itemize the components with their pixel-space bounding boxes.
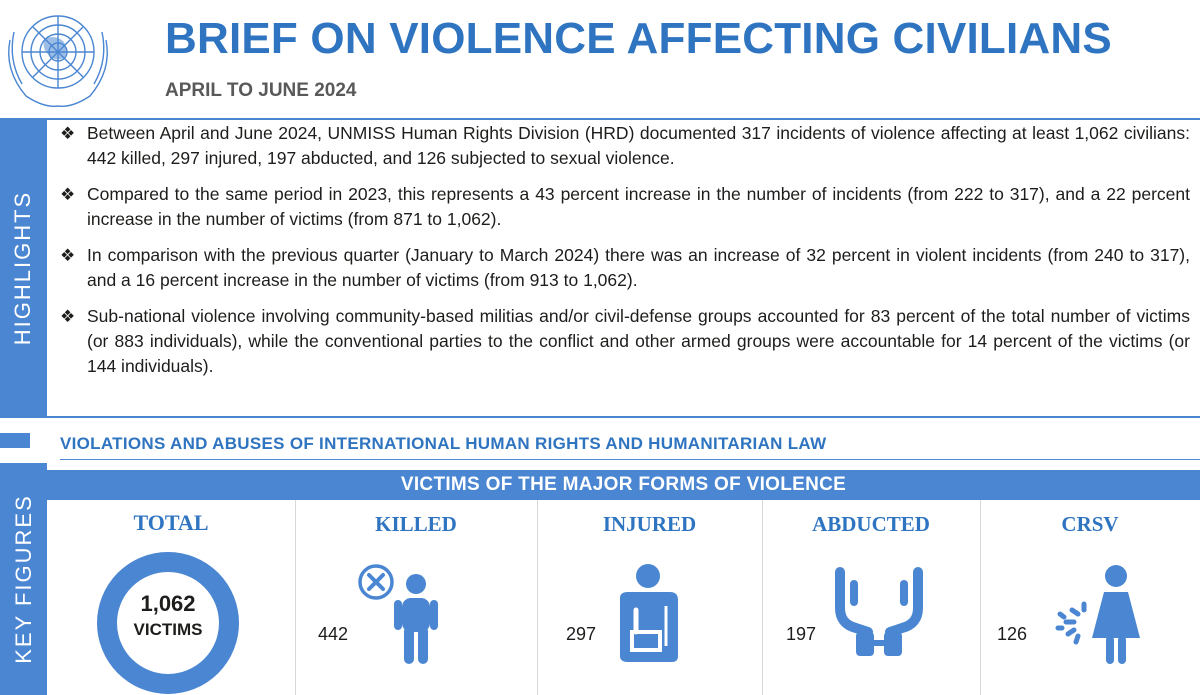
abducted-column: ABDUCTED bbox=[762, 500, 980, 695]
bullet-diamond-icon: ❖ bbox=[60, 246, 76, 265]
bullet-diamond-icon: ❖ bbox=[60, 185, 76, 204]
total-label: TOTAL bbox=[133, 510, 209, 535]
highlight-item: ❖ Sub-national violence involving commun… bbox=[60, 304, 1190, 379]
crsv-label: CRSV bbox=[1061, 512, 1119, 536]
highlight-text: In comparison with the previous quarter … bbox=[87, 245, 1190, 290]
killed-column: KILLED bbox=[295, 500, 537, 695]
total-column: TOTAL bbox=[47, 500, 295, 695]
key-figures-label: KEY FIGURES bbox=[10, 494, 36, 664]
page-title: BRIEF ON VIOLENCE AFFECTING CIVILIANS bbox=[165, 14, 1112, 63]
injured-column: INJURED bbox=[537, 500, 762, 695]
injured-person-icon bbox=[620, 564, 678, 662]
column-divider bbox=[295, 500, 296, 695]
crsv-value: 126 bbox=[997, 624, 1028, 644]
injured-value: 297 bbox=[566, 624, 597, 644]
abducted-value: 197 bbox=[786, 624, 817, 644]
killed-value: 442 bbox=[318, 624, 349, 644]
bullet-diamond-icon: ❖ bbox=[60, 307, 76, 326]
killed-person-icon bbox=[358, 564, 438, 664]
key-figures-label-wrap: KEY FIGURES bbox=[0, 463, 47, 695]
total-unit: VICTIMS bbox=[133, 620, 203, 639]
total-ring bbox=[97, 552, 239, 694]
highlight-text: Compared to the same period in 2023, thi… bbox=[87, 184, 1190, 229]
handcuffed-hands-icon bbox=[835, 567, 923, 656]
page-subtitle: APRIL TO JUNE 2024 bbox=[165, 80, 357, 101]
highlights-label: HIGHLIGHTS bbox=[10, 190, 36, 346]
highlights-list: ❖ Between April and June 2024, UNMISS Hu… bbox=[60, 121, 1190, 390]
highlights-label-wrap: HIGHLIGHTS bbox=[0, 118, 47, 418]
bullet-diamond-icon: ❖ bbox=[60, 124, 76, 143]
key-figures-band bbox=[0, 463, 47, 695]
highlight-item: ❖ In comparison with the previous quarte… bbox=[60, 243, 1190, 293]
highlight-item: ❖ Between April and June 2024, UNMISS Hu… bbox=[60, 121, 1190, 171]
crsv-column: CRSV bbox=[980, 500, 1200, 695]
highlights-band bbox=[0, 118, 47, 418]
section-divider bbox=[60, 459, 1200, 460]
abducted-label: ABDUCTED bbox=[812, 512, 930, 536]
un-emblem-icon bbox=[8, 15, 108, 107]
sexual-violence-icon bbox=[1055, 565, 1140, 664]
highlight-item: ❖ Compared to the same period in 2023, t… bbox=[60, 182, 1190, 232]
violations-title: VIOLATIONS AND ABUSES OF INTERNATIONAL H… bbox=[60, 434, 827, 453]
column-divider bbox=[537, 500, 538, 695]
highlight-text: Sub-national violence involving communit… bbox=[87, 306, 1190, 376]
total-value: 1,062 bbox=[140, 591, 196, 616]
section-marker bbox=[0, 433, 30, 448]
highlight-text: Between April and June 2024, UNMISS Huma… bbox=[87, 123, 1190, 168]
column-divider bbox=[762, 500, 763, 695]
killed-label: KILLED bbox=[375, 512, 457, 536]
injured-label: INJURED bbox=[602, 512, 697, 536]
column-divider bbox=[980, 500, 981, 695]
victims-header: VICTIMS OF THE MAJOR FORMS OF VIOLENCE bbox=[47, 470, 1200, 500]
highlights-frame bbox=[47, 118, 1200, 418]
